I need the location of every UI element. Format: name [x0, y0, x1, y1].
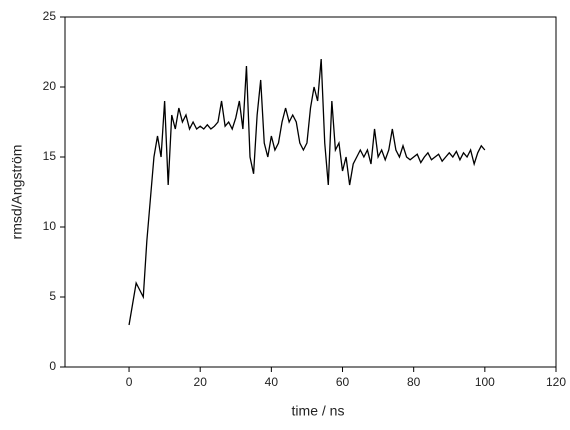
x-tick-label: 120: [546, 375, 566, 389]
y-tick-label: 25: [43, 9, 57, 23]
plot-frame: [64, 16, 557, 368]
y-tick-label: 15: [43, 149, 57, 163]
x-tick-label: 40: [265, 375, 279, 389]
y-tick-label: 0: [49, 359, 56, 373]
x-tick-label: 60: [336, 375, 350, 389]
y-axis-label: rmsd/Angström: [9, 145, 25, 240]
x-tick-label: 80: [407, 375, 421, 389]
data-line: [128, 58, 486, 326]
x-tick-label: 0: [126, 375, 133, 389]
y-tick-label: 10: [43, 219, 57, 233]
x-axis-label: time / ns: [292, 403, 345, 419]
x-tick-label: 20: [194, 375, 208, 389]
y-tick-label: 20: [43, 79, 57, 93]
y-tick-label: 5: [49, 289, 56, 303]
x-tick-label: 100: [475, 375, 495, 389]
